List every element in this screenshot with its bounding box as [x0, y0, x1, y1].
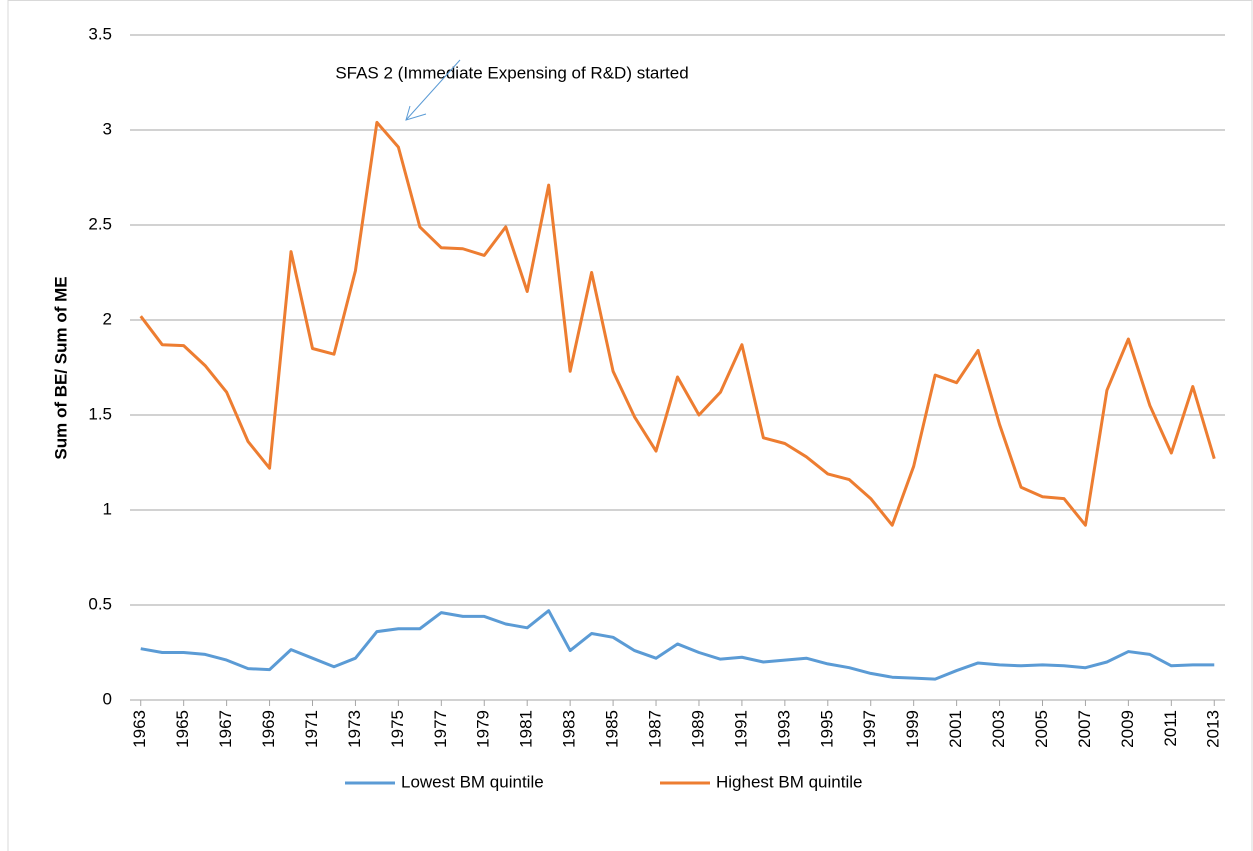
x-tick-label: 1973	[345, 710, 364, 748]
annotation-arrow	[405, 59, 461, 121]
annotation-arrowhead	[405, 105, 427, 121]
y-tick-label: 1.5	[88, 404, 112, 423]
x-tick-label: 1989	[688, 710, 707, 748]
series-line	[140, 609, 1215, 681]
x-tick-label: 1987	[646, 710, 665, 748]
x-tick-label: 2011	[1161, 710, 1180, 747]
x-tick-label: 2001	[946, 710, 965, 748]
x-tick-label: 2007	[1075, 710, 1094, 748]
legend-label: Highest BM quintile	[716, 772, 862, 791]
x-tick-label: 1991	[731, 710, 750, 748]
x-tick-label: 1983	[560, 710, 579, 748]
x-tick-label: 1997	[860, 710, 879, 748]
x-tick-label: 1979	[474, 710, 493, 748]
y-tick-label: 1	[103, 499, 112, 518]
legend-label: Lowest BM quintile	[401, 772, 544, 791]
x-tick-label: 2005	[1032, 710, 1051, 748]
chart-frame	[7, 0, 1253, 851]
x-tick-label: 1963	[130, 710, 149, 748]
y-axis-label: Sum of BE/ Sum of ME	[51, 276, 70, 459]
x-tick-label: 1975	[388, 710, 407, 748]
x-tick-label: 2013	[1204, 710, 1223, 748]
x-tick-label: 1985	[603, 710, 622, 748]
y-tick-label: 0.5	[88, 594, 112, 613]
x-tick-label: 1967	[216, 710, 235, 748]
annotation: SFAS 2 (Immediate Expensing of R&D) star…	[335, 63, 688, 82]
x-tick-label: 1969	[259, 710, 278, 748]
x-tick-label: 1995	[817, 710, 836, 748]
y-tick-label: 0	[103, 689, 112, 708]
x-tick-label: 2009	[1118, 710, 1137, 748]
y-tick-label: 3.5	[88, 24, 112, 43]
x-tick-label: 1971	[302, 710, 321, 748]
y-tick-label: 2.5	[88, 214, 112, 233]
x-tick-label: 1999	[903, 710, 922, 748]
x-tick-label: 2003	[989, 710, 1008, 748]
y-tick-label: 2	[103, 309, 112, 328]
series-line	[139, 120, 1216, 527]
x-tick-label: 1977	[431, 710, 450, 748]
x-tick-label: 1981	[517, 710, 536, 748]
x-tick-label: 1993	[774, 710, 793, 748]
y-tick-label: 3	[103, 119, 112, 138]
x-tick-label: 1965	[173, 710, 192, 748]
